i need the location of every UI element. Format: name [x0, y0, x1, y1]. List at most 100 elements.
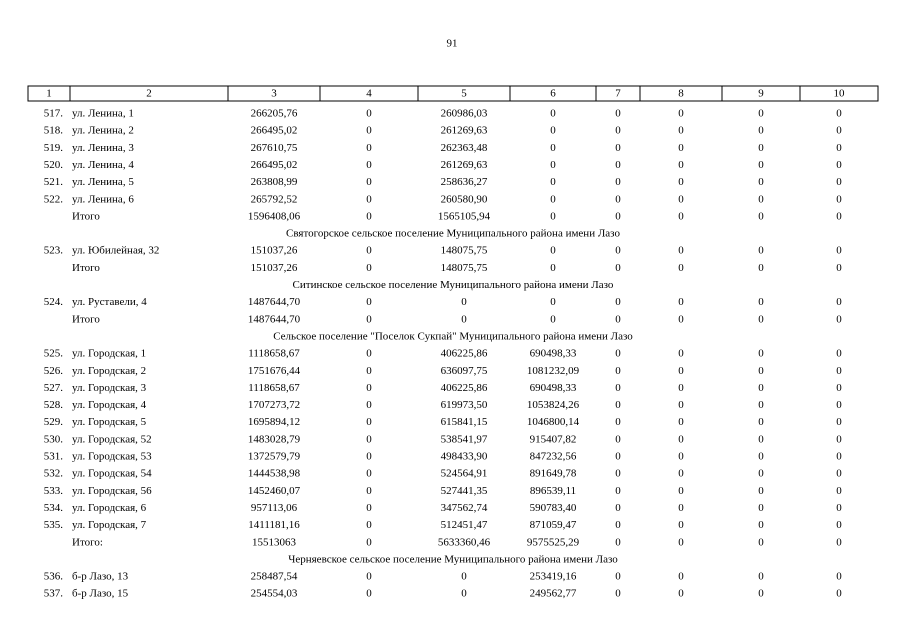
value-cell: 0	[758, 536, 764, 548]
row-number: 521.	[44, 176, 64, 188]
value-cell: 0	[678, 588, 684, 600]
value-cell: 0	[758, 382, 764, 394]
value-cell: 0	[836, 382, 842, 394]
address: ул. Городская, 56	[72, 485, 152, 497]
value-cell: 1118658,67	[248, 382, 300, 394]
address: ул. Городская, 1	[72, 348, 146, 360]
value-cell: 527441,35	[441, 485, 488, 497]
row-number: 534.	[44, 502, 64, 514]
value-cell: 0	[836, 125, 842, 137]
value-cell: 615841,15	[441, 416, 488, 428]
value-cell: 0	[550, 159, 556, 171]
value-cell: 0	[758, 399, 764, 411]
value-cell: 0	[758, 142, 764, 154]
row-number: 536.	[44, 571, 64, 583]
header-cell: 9	[758, 88, 764, 100]
header-cell: 6	[550, 88, 556, 100]
value-cell: 0	[678, 451, 684, 463]
value-cell: 0	[550, 176, 556, 188]
row-number: 525.	[44, 348, 64, 360]
section-title: Черняевское сельское поселение Муниципал…	[288, 553, 618, 565]
value-cell: 1695894,12	[248, 416, 300, 428]
row-number: 523.	[44, 245, 64, 257]
value-cell: 261269,63	[441, 159, 488, 171]
value-cell: 0	[836, 433, 842, 445]
value-cell: 1483028,79	[248, 433, 301, 445]
value-cell: 148075,75	[441, 245, 488, 257]
value-cell: 0	[366, 176, 372, 188]
value-cell: 0	[678, 468, 684, 480]
value-cell: 249562,77	[530, 588, 577, 600]
value-cell: 0	[758, 245, 764, 257]
row-number: 531.	[44, 451, 64, 463]
header-cell: 2	[146, 88, 152, 100]
value-cell: 0	[758, 502, 764, 514]
value-cell: 0	[366, 468, 372, 480]
value-cell: 0	[366, 502, 372, 514]
address: ул. Городская, 2	[72, 365, 146, 377]
value-cell: 15513063	[252, 536, 297, 548]
header-cell: 3	[271, 88, 277, 100]
value-cell: 0	[366, 519, 372, 531]
value-cell: 0	[366, 399, 372, 411]
value-cell: 1444538,98	[248, 468, 301, 480]
value-cell: 148075,75	[441, 262, 488, 274]
value-cell: 0	[366, 159, 372, 171]
value-cell: 0	[836, 416, 842, 428]
value-cell: 0	[758, 125, 764, 137]
address: ул. Городская, 3	[72, 382, 147, 394]
value-cell: 0	[758, 588, 764, 600]
value-cell: 1487644,70	[248, 313, 301, 325]
value-cell: 0	[550, 313, 556, 325]
value-cell: 0	[758, 108, 764, 120]
value-cell: 891649,78	[530, 468, 577, 480]
value-cell: 0	[678, 262, 684, 274]
value-cell: 0	[550, 108, 556, 120]
value-cell: 0	[758, 365, 764, 377]
value-cell: 9575525,29	[527, 536, 580, 548]
address: б-р Лазо, 15	[72, 588, 129, 600]
value-cell: 0	[836, 519, 842, 531]
value-cell: 0	[615, 262, 621, 274]
value-cell: 0	[678, 176, 684, 188]
value-cell: 957113,06	[251, 502, 298, 514]
header-border	[27, 85, 879, 102]
value-cell: 498433,90	[441, 451, 488, 463]
value-cell: 915407,82	[530, 433, 577, 445]
address: ул. Ленина, 1	[72, 108, 134, 120]
value-cell: 0	[550, 296, 556, 308]
value-cell: 0	[678, 416, 684, 428]
value-cell: 0	[758, 468, 764, 480]
address: ул. Городская, 7	[72, 519, 147, 531]
value-cell: 0	[615, 502, 621, 514]
value-cell: 1053824,26	[527, 399, 580, 411]
value-cell: 0	[461, 588, 467, 600]
value-cell: 0	[615, 519, 621, 531]
address: ул. Городская, 5	[72, 416, 147, 428]
value-cell: 266495,02	[251, 125, 298, 137]
row-number: 519.	[44, 142, 64, 154]
value-cell: 0	[836, 313, 842, 325]
row-number: 518.	[44, 125, 64, 137]
row-number: 520.	[44, 159, 64, 171]
value-cell: 0	[615, 588, 621, 600]
section-title: Святогорское сельское поселение Муниципа…	[286, 228, 620, 240]
value-cell: 0	[758, 519, 764, 531]
value-cell: 0	[678, 399, 684, 411]
header-cell: 1	[46, 88, 52, 100]
value-cell: 0	[366, 536, 372, 548]
value-cell: 0	[615, 210, 621, 222]
value-cell: 0	[836, 571, 842, 583]
value-cell: 258636,27	[441, 176, 488, 188]
row-number: 532.	[44, 468, 64, 480]
value-cell: 0	[678, 125, 684, 137]
value-cell: 0	[366, 210, 372, 222]
address: ул. Ленина, 6	[72, 193, 134, 205]
row-number: 522.	[44, 193, 64, 205]
value-cell: 1565105,94	[438, 210, 491, 222]
value-cell: 0	[836, 296, 842, 308]
value-cell: 0	[550, 193, 556, 205]
value-cell: 538541,97	[441, 433, 488, 445]
